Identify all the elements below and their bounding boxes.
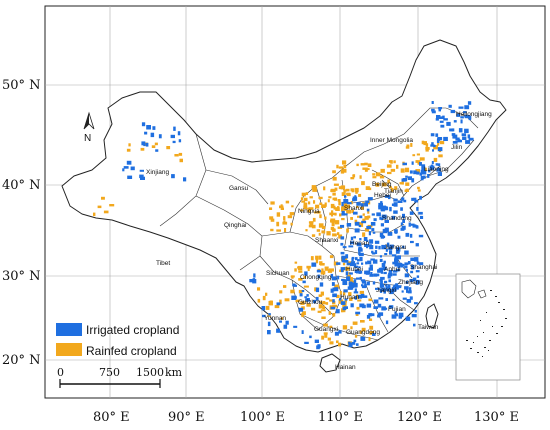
lat-label-40: 40° N [2, 178, 41, 193]
label-xinjiang: Xinjiang [146, 169, 170, 176]
hainan-island [319, 353, 341, 373]
label-tibet: Tibet [156, 260, 170, 267]
scale-unit: km [165, 366, 183, 379]
label-ningxia: Ningxia [298, 208, 320, 215]
label-tianjin: Tianjin [384, 188, 403, 195]
scale-label-1500: 1500 [136, 366, 164, 379]
label-liaoning: Liaoning [424, 166, 449, 173]
label-chongqing: Chongqing [300, 274, 332, 281]
lon-label-80: 80° E [93, 410, 130, 425]
province-labels: Xinjiang Tibet Qinghai Gansu Sichuan Yun… [146, 111, 492, 371]
label-hubei: Hubei [346, 266, 363, 273]
label-jiangxi: Jiangxi [376, 287, 396, 294]
label-yunnan: Yunnan [264, 315, 286, 322]
label-qinghai: Qinghai [224, 222, 246, 229]
lat-label-30: 30° N [2, 269, 41, 284]
scale-label-0: 0 [57, 366, 64, 379]
label-taiwan: Taiwan [418, 324, 439, 331]
longitude-labels: 80° E 90° E 100° E 110° E 120° E 130° E [93, 410, 519, 425]
lon-label-130: 130° E [474, 410, 519, 425]
legend: Irrigated cropland Rainfed cropland [56, 323, 179, 358]
label-shanxi: Shanxi [344, 205, 364, 212]
south-china-sea-inset [455, 273, 521, 381]
lon-label-110: 110° E [318, 410, 363, 425]
label-shandong: Shandong [382, 215, 412, 222]
label-sichuan: Sichuan [266, 270, 290, 277]
taiwan-island [425, 303, 439, 329]
label-guangdong: Guangdong [346, 329, 380, 336]
label-guangxi: Guangxi [314, 326, 338, 333]
label-gansu: Gansu [229, 185, 249, 192]
label-inner-mongolia: Inner Mongolia [370, 137, 413, 144]
label-hebei: Hebei [374, 192, 391, 199]
scale-bar: 0 750 1500 km [57, 366, 183, 388]
lat-label-20: 20° N [2, 353, 41, 368]
legend-swatch-irrigated [56, 323, 82, 336]
label-jiangsu: Jiangsu [384, 244, 407, 251]
label-anhui: Anhui [384, 266, 401, 273]
label-hunan: Hunan [340, 294, 360, 301]
legend-swatch-rainfed [56, 343, 82, 356]
latitude-labels: 50° N 40° N 30° N 20° N [2, 78, 41, 368]
label-zhejiang: Zhejiang [398, 279, 423, 286]
scale-label-750: 750 [99, 366, 120, 379]
label-shanghai: Shanghai [410, 264, 437, 271]
lat-label-50: 50° N [2, 78, 41, 93]
north-arrow: N [83, 111, 95, 144]
label-heilongjiang: Heilongjiang [456, 111, 492, 118]
north-arrow-label: N [84, 133, 91, 144]
label-beijing: Beijing [372, 181, 392, 188]
label-fujian: Fujian [388, 306, 406, 313]
label-jilin: Jilin [451, 144, 463, 151]
label-hainan: Hainan [335, 364, 356, 371]
lon-label-90: 90° E [168, 410, 205, 425]
legend-label-irrigated: Irrigated cropland [86, 323, 179, 337]
lon-label-100: 100° E [240, 410, 285, 425]
legend-label-rainfed: Rainfed cropland [86, 344, 177, 358]
label-shaanxi: Shaanxi [315, 237, 339, 244]
label-guizhou: Guizhou [298, 299, 323, 306]
lon-label-120: 120° E [397, 410, 442, 425]
irrigated-cropland-layer [122, 101, 474, 350]
label-henan: Henan [350, 240, 370, 247]
